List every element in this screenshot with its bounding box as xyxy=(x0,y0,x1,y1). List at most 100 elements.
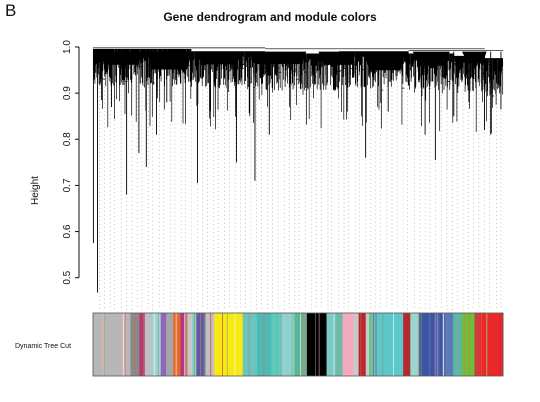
dense-branch-cluster xyxy=(101,51,143,65)
module-color-segment xyxy=(358,313,367,376)
module-color-segment xyxy=(242,313,258,376)
module-color-stripe xyxy=(370,313,372,376)
module-color-segment xyxy=(445,313,454,376)
module-color-segment xyxy=(301,313,308,376)
module-color-stripe xyxy=(200,313,202,376)
module-color-stripe xyxy=(188,313,190,376)
module-color-stripe xyxy=(157,313,159,376)
module-color-segment xyxy=(196,313,206,376)
module-color-segment xyxy=(281,313,295,376)
module-color-stripe xyxy=(436,313,438,376)
module-color-stripe xyxy=(315,313,316,376)
module-color-stripe xyxy=(124,313,126,376)
module-color-stripe xyxy=(248,313,250,376)
y-tick-label: 0.9 xyxy=(62,86,73,100)
module-color-stripe xyxy=(211,313,213,376)
dense-branch-cluster xyxy=(462,51,487,64)
module-color-segment xyxy=(369,313,404,376)
module-color-segment xyxy=(160,313,167,376)
module-color-stripe xyxy=(291,313,293,376)
module-color-segment xyxy=(151,313,162,376)
panel-letter: B xyxy=(5,1,17,20)
module-color-segment xyxy=(410,313,420,376)
module-color-segment xyxy=(353,313,360,376)
module-color-stripe xyxy=(184,313,185,376)
module-color-stripe xyxy=(222,313,223,376)
module-color-stripe xyxy=(463,313,465,376)
module-color-segment xyxy=(462,313,475,376)
module-color-segment xyxy=(306,313,327,376)
dynamic-tree-cut-label: Dynamic Tree Cut xyxy=(15,343,71,350)
y-tick-label: 0.5 xyxy=(62,270,73,284)
module-color-stripe xyxy=(153,313,155,376)
module-color-stripe xyxy=(457,313,459,376)
module-color-stripe xyxy=(104,313,106,376)
module-color-stripe xyxy=(263,313,265,376)
module-color-stripe xyxy=(429,313,431,376)
module-color-segment xyxy=(403,313,411,376)
module-color-stripe xyxy=(443,313,445,376)
y-axis: 0.5 0.6 0.7 0.8 0.9 1.0 Height xyxy=(30,40,80,285)
module-color-segment xyxy=(186,313,193,376)
module-color-segment xyxy=(139,313,146,376)
module-color-segment xyxy=(419,313,447,376)
module-color-stripe xyxy=(499,313,501,376)
module-color-bar xyxy=(93,313,504,376)
module-color-stripe xyxy=(175,313,177,376)
y-tick-label: 0.7 xyxy=(62,178,73,192)
module-color-stripe xyxy=(194,313,196,376)
y-axis-ticks: 0.5 0.6 0.7 0.8 0.9 1.0 xyxy=(62,40,79,285)
module-color-segment xyxy=(342,313,354,376)
module-color-segment xyxy=(479,313,486,376)
module-color-stripe xyxy=(468,313,470,376)
module-color-stripe xyxy=(300,313,301,376)
dense-branch-cluster xyxy=(248,51,307,64)
module-color-segment xyxy=(294,313,302,376)
module-color-segment xyxy=(173,313,181,376)
dense-branch-cluster xyxy=(146,51,192,70)
module-color-stripe xyxy=(283,313,284,376)
module-color-stripe xyxy=(210,313,212,376)
y-tick-label: 0.8 xyxy=(62,132,73,146)
dense-branch-cluster xyxy=(318,51,356,65)
module-color-stripe xyxy=(445,313,446,376)
y-axis-title: Height xyxy=(30,176,41,205)
module-color-stripe xyxy=(372,313,374,376)
module-color-segment xyxy=(365,313,370,376)
module-color-stripe xyxy=(486,313,488,376)
module-color-stripe xyxy=(135,313,136,376)
module-color-stripe xyxy=(360,313,362,376)
module-color-stripe xyxy=(438,313,440,376)
module-color-stripe xyxy=(442,313,444,376)
module-color-bar-frame xyxy=(92,312,504,377)
module-color-stripe xyxy=(234,313,236,376)
module-color-stripe xyxy=(375,313,377,376)
module-color-stripe xyxy=(226,313,228,376)
dense-branch-cluster xyxy=(195,51,241,65)
module-color-segment xyxy=(93,313,131,376)
module-color-stripe xyxy=(333,313,335,376)
module-color-stripe xyxy=(186,313,188,376)
module-color-stripe xyxy=(203,313,205,376)
module-color-segment xyxy=(144,313,153,376)
module-color-stripe xyxy=(102,313,103,376)
module-color-stripe xyxy=(185,313,186,376)
module-color-stripe xyxy=(481,313,483,376)
y-tick-label: 1.0 xyxy=(62,40,73,54)
module-color-segment xyxy=(335,313,343,376)
module-color-stripe xyxy=(393,313,394,376)
module-color-stripe xyxy=(418,313,419,376)
module-color-stripe xyxy=(382,313,384,376)
module-color-segment xyxy=(474,313,481,376)
module-color-stripe xyxy=(276,313,278,376)
module-color-stripe xyxy=(369,313,370,376)
module-color-segment xyxy=(326,313,336,376)
module-color-stripe xyxy=(123,313,125,376)
module-color-stripe xyxy=(359,313,361,376)
module-color-segment xyxy=(214,313,244,376)
module-color-segment xyxy=(180,313,187,376)
module-color-segment xyxy=(130,313,140,376)
module-color-stripe xyxy=(403,313,405,376)
module-color-stripe xyxy=(103,313,104,376)
